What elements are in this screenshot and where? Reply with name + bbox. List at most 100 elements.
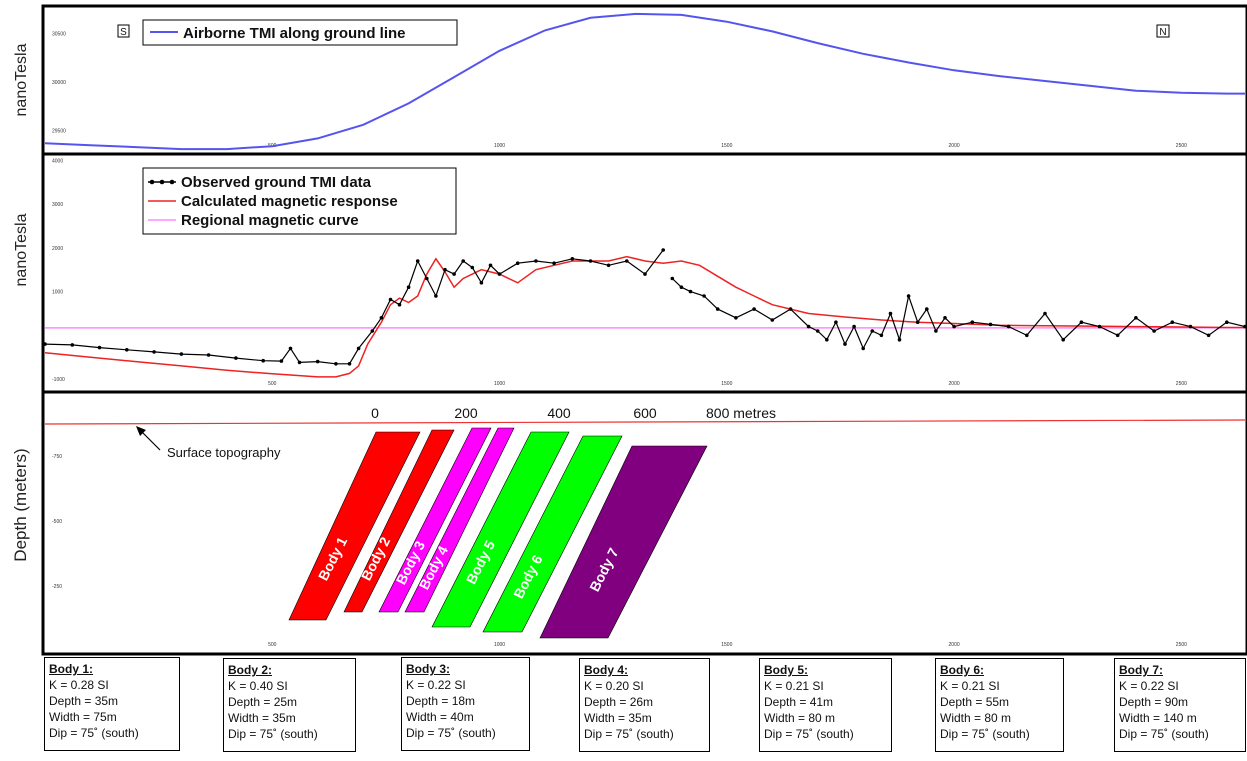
topography-annotation: Surface topography [136, 426, 281, 460]
y-tick-label: 30000 [52, 80, 66, 86]
annotation-label: Surface topography [167, 445, 281, 460]
observed-data-point [470, 265, 475, 270]
observed-data-point [925, 307, 929, 311]
x-tick-label: 1500 [721, 642, 732, 648]
body-7-k-value: K = 0.22 SI [1119, 679, 1179, 693]
scale-label: 400 [547, 405, 571, 421]
observed-data-point [888, 311, 893, 316]
body-1-title: Body 1: [49, 662, 94, 676]
legend-label-regional: Regional magnetic curve [181, 212, 359, 229]
x-tick-label: 1500 [721, 381, 732, 387]
body-6-title: Body 6: [940, 663, 985, 677]
body-1-dip-value: Dip = 75˚ (south) [49, 726, 139, 740]
observed-data-point [897, 337, 902, 342]
observed-data-point [861, 346, 865, 351]
observed-data-point [702, 294, 706, 298]
x-tick-label: 1500 [721, 143, 732, 149]
observed-data-point [347, 362, 352, 366]
body-2-k-value: K = 0.40 SI [228, 679, 288, 693]
direction-left-box [117, 24, 130, 38]
body-7-shape [539, 445, 708, 639]
middle-axis-ticks: 500 1000 1500 2000 2500 -1000 1000 2000 3000 4000 [52, 158, 1187, 387]
observed-data-point [588, 259, 593, 263]
y-tick-label: 4000 [52, 158, 63, 164]
middle-legend: Observed ground TMI data Calculated magn… [142, 167, 457, 235]
observed-data-point [397, 302, 402, 307]
annotation-arrow-head [136, 426, 146, 436]
observed-data-point [815, 329, 820, 333]
observed-data-point [1134, 316, 1138, 320]
top-legend-box [142, 19, 458, 46]
body-5-depth-value: Depth = 41m [764, 695, 834, 709]
observed-data-point [425, 276, 429, 281]
observed-data-point [670, 276, 675, 281]
body-6-width-value: Width = 80 m [940, 711, 1012, 725]
observed-data-point [515, 261, 520, 266]
observed-data-point [434, 294, 438, 298]
y-tick-label: 29500 [52, 129, 66, 135]
scale-bar-labels: 0 200 400 600 800 metres [371, 405, 776, 421]
observed-data-point [825, 337, 829, 342]
observed-data-point [688, 289, 693, 294]
top-legend-label: Airborne TMI along ground line [183, 25, 406, 42]
body-6-depth-value: Depth = 55m [940, 695, 1010, 709]
body-1-width-value: Width = 75m [49, 710, 117, 724]
observed-data-point [1006, 324, 1011, 329]
body-6-dip-value: Dip = 75˚ (south) [940, 727, 1030, 741]
body-4-title: Body 4: [584, 663, 629, 677]
body-7-width-value: Width = 140 m [1119, 711, 1197, 725]
body-7-depth-value: Depth = 90m [1119, 695, 1189, 709]
observed-data-point [879, 333, 884, 338]
y-tick-label: 30500 [52, 31, 66, 37]
observed-data-point [261, 358, 266, 363]
observed-data-point [461, 259, 466, 263]
body-5-k-value: K = 0.21 SI [764, 679, 824, 693]
top-series-group [44, 12, 1245, 151]
observed-data-point [852, 324, 856, 329]
body-1-k-value: K = 0.28 SI [49, 678, 109, 692]
observed-data-point [288, 346, 293, 351]
observed-data-point [1225, 320, 1229, 325]
x-tick-label: 500 [268, 381, 277, 387]
body-2-dip-value: Dip = 75˚ (south) [228, 727, 318, 741]
observed-data-point [415, 259, 420, 263]
scale-label: 0 [371, 405, 379, 421]
observed-data-point [715, 307, 720, 311]
y-tick-label: 3000 [52, 202, 63, 208]
observed-data-point [206, 353, 211, 357]
observed-data-point [661, 248, 665, 252]
observed-data-point [379, 316, 384, 320]
observed-data-point [406, 285, 411, 290]
observed-data-point [443, 267, 447, 272]
observed-data-point [570, 257, 575, 261]
legend-label-calculated: Calculated magnetic response [181, 193, 398, 210]
observed-data-point [906, 294, 911, 298]
observed-data-point [315, 359, 320, 364]
observed-data-point [915, 320, 920, 325]
observed-data-point [356, 346, 361, 351]
observed-data-point [1243, 324, 1247, 329]
observed-data-point [1061, 337, 1065, 342]
y-tick-label: -500 [52, 519, 62, 525]
observed-data-point [70, 343, 75, 347]
observed-data-point [1079, 320, 1084, 325]
observed-data-point [1025, 333, 1029, 338]
body-2-depth-value: Depth = 25m [228, 695, 298, 709]
top-legend: Airborne TMI along ground line [142, 19, 458, 46]
observed-data-point [788, 307, 793, 311]
body-6-param-box: Body 6: K = 0.21 SI Depth = 55m Width = 80 … [935, 658, 1064, 752]
body-5-dip-value: Dip = 75˚ (south) [764, 727, 854, 741]
body-1-param-box: Body 1: K = 0.28 SI Depth = 35m Width = 75m… [44, 657, 180, 751]
body-3-depth-value: Depth = 18m [406, 694, 476, 708]
observed-data-point [625, 259, 629, 263]
body-2-title: Body 2: [228, 663, 273, 677]
body-3-k-value: K = 0.22 SI [406, 678, 466, 692]
observed-data-point [1206, 333, 1211, 338]
body-4-depth-value: Depth = 26m [584, 695, 654, 709]
observed-data-point [479, 281, 484, 285]
body-1-depth-value: Depth = 35m [49, 694, 119, 708]
bottom-ylabel: Depth (meters) [11, 448, 30, 561]
x-tick-label: 1000 [494, 642, 505, 648]
observed-data-point [334, 362, 338, 366]
